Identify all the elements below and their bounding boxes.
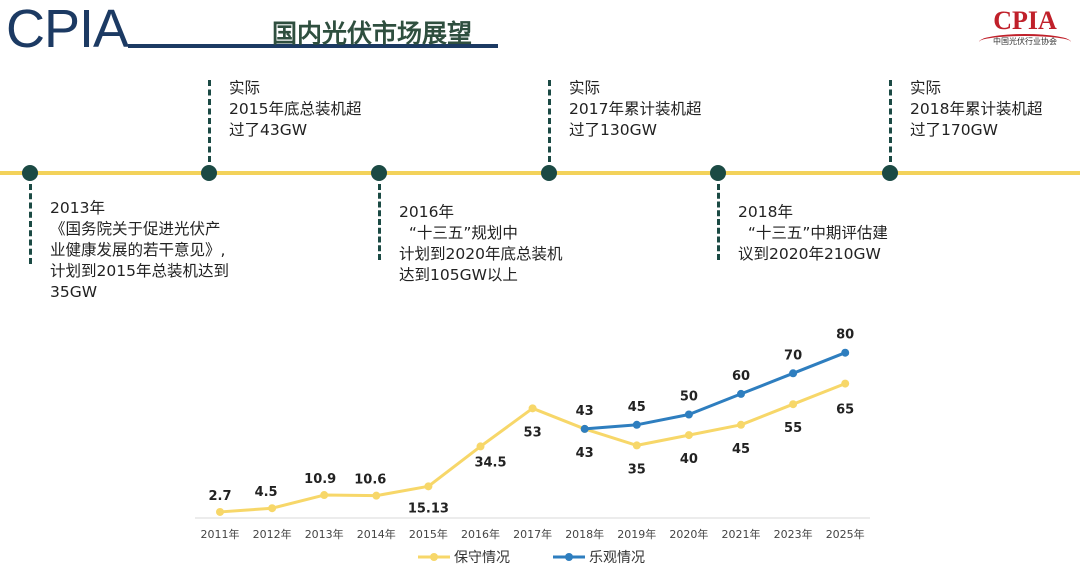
data-label: 80 (836, 328, 854, 343)
data-point (737, 389, 745, 398)
data-label: 53 (524, 425, 542, 440)
x-tick-label: 2025年 (826, 527, 865, 541)
data-point (320, 491, 329, 500)
brand-logo-arc (979, 34, 1071, 50)
timeline-event-text: 实际 2018年累计装机超 过了170GW (910, 79, 1043, 139)
timeline-event-text: 实际 2017年累计装机超 过了130GW (569, 79, 702, 139)
x-tick-label: 2015年 (409, 527, 448, 541)
data-label: 45 (732, 442, 750, 457)
series-line-optimistic (584, 351, 846, 431)
data-label: 15.13 (408, 501, 449, 516)
data-point (580, 424, 589, 433)
timeline-node (882, 165, 898, 181)
timeline-node (541, 165, 557, 181)
x-tick-label: 2013年 (305, 527, 344, 541)
data-label: 55 (784, 421, 802, 436)
timeline-connector (29, 184, 32, 264)
data-point (372, 491, 381, 500)
x-tick-label: 2016年 (461, 527, 500, 541)
timeline-node (22, 165, 38, 181)
legend-marker (430, 553, 438, 561)
data-point (632, 441, 641, 450)
timeline-event-text: 2016年 “十三五”规划中 计划到2020年底总装机 达到105GW以上 (399, 203, 563, 284)
x-tick-label: 2020年 (669, 527, 708, 541)
data-point (528, 404, 537, 413)
data-label: 10.6 (354, 473, 386, 488)
legend-label: 乐观情况 (589, 550, 645, 566)
timeline-node (201, 165, 217, 181)
cpia-wordmark: CPIA (6, 0, 129, 59)
cpia-brand-logo: CPIA 中国光伏行业协会 (975, 4, 1075, 58)
data-point (737, 420, 745, 429)
data-label: 40 (680, 452, 698, 467)
data-label: 50 (680, 390, 698, 405)
data-label: 10.9 (304, 472, 336, 487)
data-point (424, 482, 433, 491)
data-label: 43 (576, 446, 594, 461)
timeline-connector (378, 184, 381, 260)
legend-marker (565, 553, 573, 561)
x-tick-label: 2012年 (253, 527, 292, 541)
timeline-connector (208, 80, 211, 162)
data-label: 45 (628, 400, 646, 415)
timeline-node (371, 165, 387, 181)
timeline-node (710, 165, 726, 181)
data-point (684, 410, 693, 419)
data-label: 65 (836, 403, 854, 418)
x-tick-label: 2018年 (565, 527, 604, 541)
data-point (789, 400, 798, 409)
data-label: 43 (576, 404, 594, 419)
x-tick-label: 2014年 (357, 527, 396, 541)
page-title: 国内光伏市场展望 (272, 19, 473, 48)
x-tick-label: 2019年 (617, 527, 656, 541)
timeline-line (0, 171, 1080, 175)
data-point (268, 504, 277, 513)
data-label: 70 (784, 348, 802, 363)
legend-label: 保守情况 (454, 550, 510, 566)
timeline-event-text: 2018年 “十三五”中期评估建 议到2020年210GW (738, 203, 888, 263)
timeline-connector (717, 184, 720, 260)
timeline-event-text: 2013年 《国务院关于促进光伏产 业健康发展的若干意见》, 计划到2015年总… (50, 199, 229, 301)
data-point (684, 431, 693, 440)
data-label: 60 (732, 369, 750, 384)
x-tick-label: 2011年 (201, 527, 240, 541)
data-point (632, 420, 641, 429)
x-tick-label: 2021年 (722, 527, 761, 541)
x-tick-label: 2023年 (774, 527, 813, 541)
data-point (476, 442, 485, 451)
series-line-conservative (219, 382, 846, 514)
data-point (216, 507, 224, 516)
data-label: 35 (628, 462, 646, 477)
x-tick-label: 2017年 (513, 527, 552, 541)
timeline-connector (889, 80, 892, 162)
title-underline (128, 44, 498, 48)
data-label: 34.5 (474, 455, 506, 470)
data-label: 2.7 (208, 489, 231, 504)
timeline-connector (548, 80, 551, 162)
data-point (841, 348, 850, 357)
data-label: 4.5 (255, 485, 278, 500)
data-point (789, 369, 798, 378)
brand-logo-text: CPIA (993, 6, 1057, 35)
timeline-event-text: 实际 2015年底总装机超 过了43GW (229, 79, 362, 139)
data-point (841, 379, 850, 388)
